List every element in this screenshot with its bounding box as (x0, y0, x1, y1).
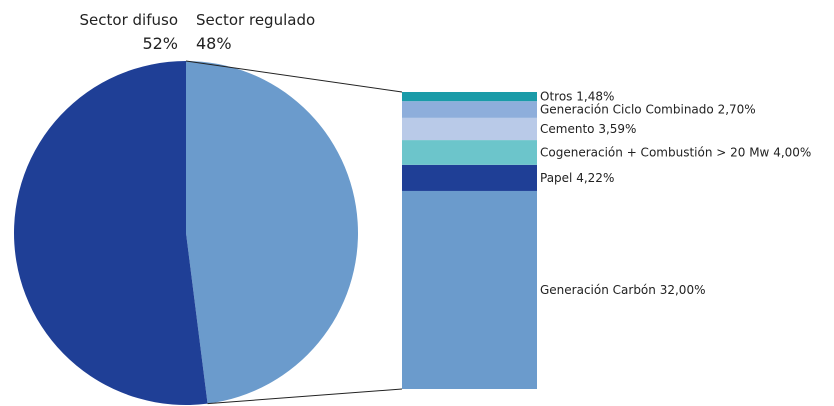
pie-slice (14, 61, 208, 405)
segment-value: 2,70% (718, 103, 756, 117)
connector (185, 60, 403, 93)
segment-name: Cemento (540, 122, 595, 136)
bar-segment (402, 117, 537, 141)
bar-segment (402, 101, 537, 118)
segment-label: Generación Carbón 32,00% (540, 283, 705, 297)
segment-label: Cemento 3,59% (540, 122, 636, 136)
slice-label: 48% (196, 34, 232, 53)
segment-label: Cogeneración + Combustión > 20 Mw 4,00% (540, 145, 811, 159)
bar-segment (402, 190, 537, 389)
segment-name: Generación Ciclo Combinado (540, 103, 714, 117)
segment-label: Otros 1,48% (540, 90, 614, 104)
segment-value: 32,00% (660, 283, 706, 297)
bar-segment (402, 92, 537, 102)
segment-label: Papel 4,22% (540, 171, 614, 185)
bar-segment (402, 140, 537, 165)
segment-value: 4,22% (576, 171, 614, 185)
segment-value: 3,59% (598, 122, 636, 136)
segment-label: Generación Ciclo Combinado 2,70% (540, 103, 756, 117)
connector (207, 388, 403, 405)
bar-segment (402, 164, 537, 191)
slice-name: Sector difuso (80, 11, 178, 29)
slice-name: Sector regulado (196, 11, 315, 29)
segment-name: Otros (540, 90, 572, 104)
slice-label: 52% (142, 34, 178, 53)
segment-value: 1,48% (576, 90, 614, 104)
pie-slice (186, 61, 359, 404)
segment-value: 4,00% (773, 145, 811, 159)
segment-name: Generación Carbón (540, 283, 656, 297)
segment-name: Papel (540, 171, 572, 185)
segment-name: Cogeneración + Combustión > 20 Mw (540, 145, 770, 159)
